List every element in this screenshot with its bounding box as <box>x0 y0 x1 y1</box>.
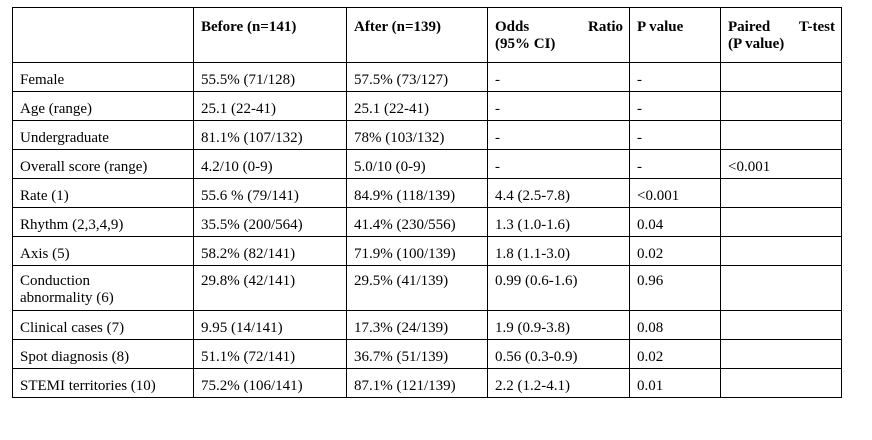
cell-odds: - <box>487 91 630 121</box>
header-label-cell <box>12 7 194 63</box>
cell-after: 25.1 (22-41) <box>346 91 488 121</box>
cell-odds: - <box>487 149 630 179</box>
cell-pvalue: 0.01 <box>629 368 721 398</box>
cell-after: 78% (103/132) <box>346 120 488 150</box>
cell-after: 87.1% (121/139) <box>346 368 488 398</box>
table-row: Conduction abnormality (6) 29.8% (42/141… <box>12 265 842 311</box>
row-label-line1: Conduction <box>20 273 90 289</box>
cell-odds: 1.8 (1.1-3.0) <box>487 236 630 266</box>
cell-odds: 1.3 (1.0-1.6) <box>487 207 630 237</box>
cell-odds: - <box>487 120 630 150</box>
cell-after: 17.3% (24/139) <box>346 310 488 340</box>
table-row: Undergraduate 81.1% (107/132) 78% (103/1… <box>12 120 842 150</box>
row-label-line2: abnormality (6) <box>20 290 114 306</box>
cell-before: 29.8% (42/141) <box>193 265 347 311</box>
cell-after: 36.7% (51/139) <box>346 339 488 369</box>
cell-after: 71.9% (100/139) <box>346 236 488 266</box>
cell-paired <box>720 207 842 237</box>
results-table-container: Before (n=141) After (n=139) Odds Ratio (… <box>12 7 842 398</box>
table-row: Overall score (range) 4.2/10 (0-9) 5.0/1… <box>12 149 842 179</box>
cell-pvalue: - <box>629 149 721 179</box>
table-row: Axis (5) 58.2% (82/141) 71.9% (100/139) … <box>12 236 842 266</box>
cell-pvalue: - <box>629 91 721 121</box>
header-odds-word1: Odds <box>495 19 530 35</box>
cell-paired <box>720 265 842 311</box>
row-label: Undergraduate <box>12 120 194 150</box>
cell-before: 81.1% (107/132) <box>193 120 347 150</box>
row-label: Rhythm (2,3,4,9) <box>12 207 194 237</box>
cell-before: 55.5% (71/128) <box>193 62 347 92</box>
cell-after: 29.5% (41/139) <box>346 265 488 311</box>
cell-pvalue: 0.02 <box>629 339 721 369</box>
row-label: Rate (1) <box>12 178 194 208</box>
cell-paired <box>720 120 842 150</box>
cell-before: 58.2% (82/141) <box>193 236 347 266</box>
cell-odds: 2.2 (1.2-4.1) <box>487 368 630 398</box>
cell-paired <box>720 178 842 208</box>
cell-odds: 0.56 (0.3-0.9) <box>487 339 630 369</box>
header-odds-word2: Ratio <box>588 19 623 35</box>
cell-odds: 4.4 (2.5-7.8) <box>487 178 630 208</box>
cell-paired: <0.001 <box>720 149 842 179</box>
table-header-row: Before (n=141) After (n=139) Odds Ratio (… <box>12 7 842 63</box>
row-label: STEMI territories (10) <box>12 368 194 398</box>
cell-before: 51.1% (72/141) <box>193 339 347 369</box>
header-odds-ratio: Odds Ratio (95% CI) <box>487 7 630 63</box>
cell-pvalue: <0.001 <box>629 178 721 208</box>
cell-paired <box>720 62 842 92</box>
cell-pvalue: 0.96 <box>629 265 721 311</box>
header-paired-word1: Paired <box>728 19 771 35</box>
cell-after: 57.5% (73/127) <box>346 62 488 92</box>
row-label: Female <box>12 62 194 92</box>
cell-after: 84.9% (118/139) <box>346 178 488 208</box>
results-table: Before (n=141) After (n=139) Odds Ratio (… <box>12 7 842 398</box>
cell-before: 4.2/10 (0-9) <box>193 149 347 179</box>
row-label: Clinical cases (7) <box>12 310 194 340</box>
row-label: Overall score (range) <box>12 149 194 179</box>
table-row: Rhythm (2,3,4,9) 35.5% (200/564) 41.4% (… <box>12 207 842 237</box>
header-paired-ttest: Paired T-test (P value) <box>720 7 842 63</box>
cell-paired <box>720 236 842 266</box>
header-odds-line2: (95% CI) <box>495 36 556 52</box>
cell-before: 55.6 % (79/141) <box>193 178 347 208</box>
row-label: Age (range) <box>12 91 194 121</box>
header-paired-word2: T-test <box>798 19 835 35</box>
header-after: After (n=139) <box>346 7 488 63</box>
cell-odds: 1.9 (0.9-3.8) <box>487 310 630 340</box>
header-before: Before (n=141) <box>193 7 347 63</box>
cell-paired <box>720 91 842 121</box>
table-row: Female 55.5% (71/128) 57.5% (73/127) - - <box>12 62 842 92</box>
cell-before: 9.95 (14/141) <box>193 310 347 340</box>
table-row: Age (range) 25.1 (22-41) 25.1 (22-41) - … <box>12 91 842 121</box>
header-pvalue: P value <box>629 7 721 63</box>
table-row: Clinical cases (7) 9.95 (14/141) 17.3% (… <box>12 310 842 340</box>
cell-pvalue: 0.02 <box>629 236 721 266</box>
cell-pvalue: - <box>629 120 721 150</box>
table-row: Spot diagnosis (8) 51.1% (72/141) 36.7% … <box>12 339 842 369</box>
cell-paired <box>720 310 842 340</box>
cell-before: 75.2% (106/141) <box>193 368 347 398</box>
table-row: Rate (1) 55.6 % (79/141) 84.9% (118/139)… <box>12 178 842 208</box>
cell-odds: - <box>487 62 630 92</box>
cell-before: 25.1 (22-41) <box>193 91 347 121</box>
table-row: STEMI territories (10) 75.2% (106/141) 8… <box>12 368 842 398</box>
cell-after: 41.4% (230/556) <box>346 207 488 237</box>
cell-pvalue: 0.08 <box>629 310 721 340</box>
cell-odds: 0.99 (0.6-1.6) <box>487 265 630 311</box>
row-label: Axis (5) <box>12 236 194 266</box>
header-paired-line2: (P value) <box>728 36 785 52</box>
cell-paired <box>720 339 842 369</box>
row-label: Spot diagnosis (8) <box>12 339 194 369</box>
cell-paired <box>720 368 842 398</box>
cell-before: 35.5% (200/564) <box>193 207 347 237</box>
cell-pvalue: - <box>629 62 721 92</box>
row-label: Conduction abnormality (6) <box>12 265 194 311</box>
cell-pvalue: 0.04 <box>629 207 721 237</box>
cell-after: 5.0/10 (0-9) <box>346 149 488 179</box>
